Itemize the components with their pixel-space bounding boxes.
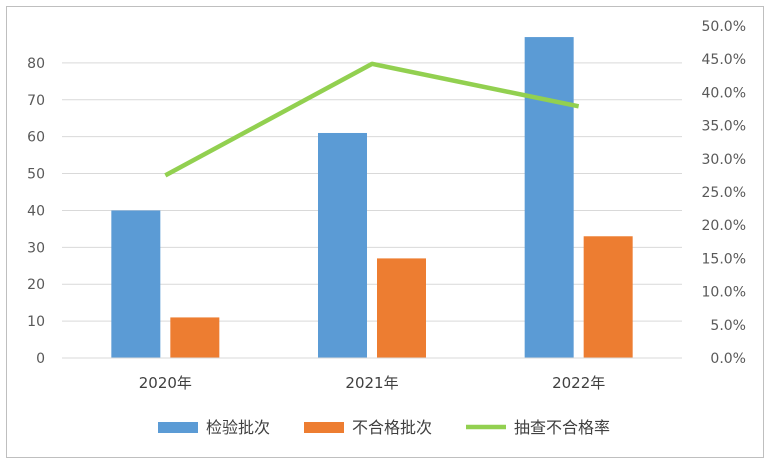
y-right-tick-label: 10.0%	[702, 285, 746, 301]
bar-1-0	[170, 317, 220, 358]
y-right-tick-label: 25.0%	[702, 185, 746, 201]
x-category-label: 2020年	[139, 374, 192, 392]
x-category-label: 2022年	[552, 374, 605, 392]
legend-swatch-0	[158, 422, 198, 433]
bar-1-1	[377, 258, 426, 358]
bar-series	[111, 37, 633, 359]
y-right-tick-label: 5.0%	[710, 318, 746, 334]
y-right-tick-label: 45.0%	[702, 52, 746, 68]
x-category-label: 2021年	[345, 374, 398, 392]
legend: 检验批次 不合格批次 抽查不合格率	[158, 418, 610, 437]
y-right-tick-label: 35.0%	[702, 119, 746, 135]
bar-0-2	[524, 37, 574, 359]
y-right-tick-label: 50.0%	[702, 19, 746, 35]
rate-line	[164, 61, 580, 178]
line-series	[164, 61, 580, 178]
legend-label-2: 抽查不合格率	[514, 418, 610, 437]
y-left-tick-label: 80	[27, 56, 45, 72]
legend-label-0: 检验批次	[206, 418, 270, 437]
legend-label-1: 不合格批次	[352, 418, 432, 437]
y-left-tick-label: 0	[36, 351, 45, 367]
y-right-tick-label: 30.0%	[702, 152, 746, 168]
y-left-tick-label: 10	[27, 314, 45, 330]
axes: 0 10 20 30 40 50 60 70 80 0.0% 5.0% 10.0% 15.0% 20.0%…	[27, 19, 746, 392]
y-right-tick-label: 15.0%	[702, 251, 746, 267]
y-left-tick-label: 30	[27, 240, 45, 256]
legend-swatch-1	[304, 422, 344, 433]
y-left-tick-label: 20	[27, 277, 45, 293]
bar-0-0	[111, 210, 161, 358]
y-left-tick-label: 70	[27, 93, 45, 109]
bar-0-1	[318, 132, 367, 358]
bar-1-2	[583, 236, 633, 358]
y-right-tick-label: 20.0%	[702, 218, 746, 234]
y-left-tick-label: 40	[27, 203, 45, 219]
y-left-tick-label: 50	[27, 167, 45, 183]
y-left-tick-label: 60	[27, 130, 45, 146]
y-right-tick-label: 40.0%	[702, 85, 746, 101]
y-right-tick-label: 0.0%	[710, 351, 746, 367]
